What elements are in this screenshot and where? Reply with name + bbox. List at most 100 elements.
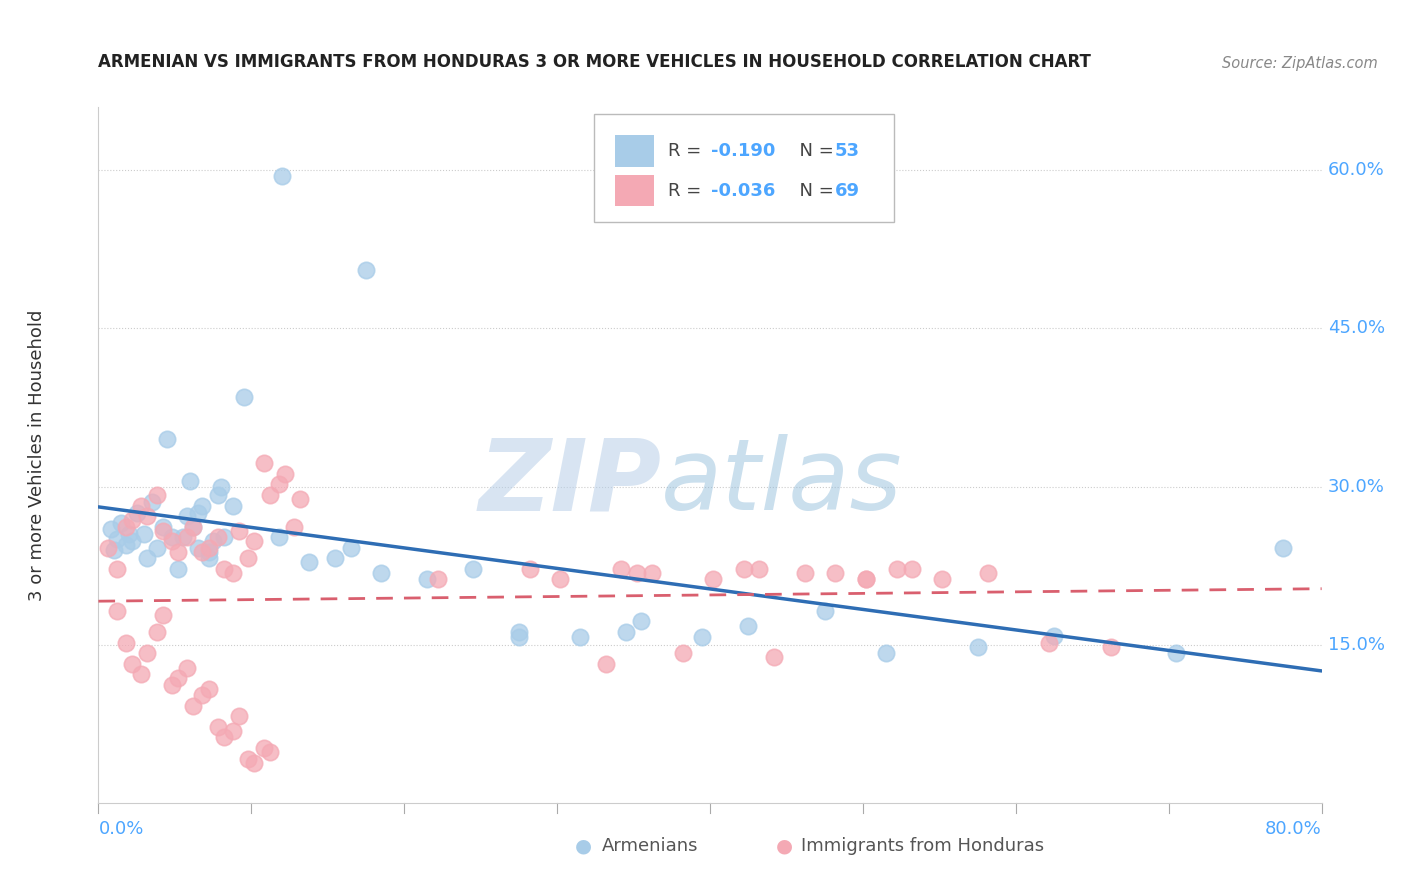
Point	[145, 541, 167, 555]
Point	[212, 731, 235, 745]
Point	[105, 562, 128, 576]
Point	[152, 519, 174, 533]
Text: -0.190: -0.190	[711, 142, 776, 160]
Point	[176, 530, 198, 544]
Point	[763, 650, 786, 665]
Point	[187, 541, 209, 555]
Point	[197, 545, 219, 559]
Text: N =: N =	[789, 142, 839, 160]
Point	[222, 499, 245, 513]
Point	[614, 625, 637, 640]
Text: Armenians: Armenians	[602, 837, 699, 855]
Point	[115, 537, 138, 551]
Text: -0.036: -0.036	[711, 182, 776, 200]
Point	[548, 572, 571, 586]
Point	[737, 618, 759, 632]
Point	[508, 625, 530, 640]
FancyBboxPatch shape	[593, 114, 893, 222]
Point	[172, 530, 194, 544]
Point	[136, 509, 159, 524]
Point	[238, 551, 260, 566]
Point	[222, 566, 245, 580]
Point	[641, 566, 664, 580]
Point	[152, 608, 174, 623]
Point	[125, 506, 148, 520]
Point	[252, 456, 274, 470]
Point	[181, 519, 204, 533]
Point	[232, 390, 254, 404]
Point	[176, 509, 198, 524]
Point	[793, 566, 815, 580]
Text: 15.0%: 15.0%	[1327, 636, 1385, 654]
Point	[100, 522, 122, 536]
Text: N =: N =	[789, 182, 839, 200]
Point	[370, 566, 392, 580]
Point	[855, 572, 877, 586]
Point	[191, 499, 214, 513]
Point	[176, 661, 198, 675]
Point	[630, 615, 652, 629]
Point	[179, 475, 201, 489]
Point	[426, 572, 449, 586]
Text: 60.0%: 60.0%	[1327, 161, 1385, 179]
Point	[1038, 635, 1060, 649]
Point	[298, 556, 321, 570]
Text: ●: ●	[776, 836, 793, 855]
Point	[105, 604, 128, 618]
Point	[274, 467, 297, 481]
Point	[875, 646, 897, 660]
Point	[97, 541, 120, 555]
Point	[115, 519, 138, 533]
Point	[228, 709, 250, 723]
Text: atlas: atlas	[661, 434, 903, 532]
Point	[416, 572, 439, 586]
Point	[181, 698, 204, 713]
Text: R =: R =	[668, 142, 707, 160]
Point	[207, 488, 229, 502]
Point	[105, 533, 128, 547]
Point	[966, 640, 988, 654]
Point	[209, 479, 232, 493]
Point	[156, 432, 179, 446]
Point	[110, 516, 132, 531]
Point	[187, 506, 209, 520]
Point	[207, 530, 229, 544]
Point	[136, 551, 159, 566]
Text: 30.0%: 30.0%	[1327, 477, 1385, 496]
Point	[977, 566, 1000, 580]
Point	[118, 527, 141, 541]
Point	[267, 477, 290, 491]
Point	[238, 751, 260, 765]
Point	[228, 524, 250, 538]
Point	[733, 562, 755, 576]
Point	[197, 541, 219, 555]
Text: Immigrants from Honduras: Immigrants from Honduras	[801, 837, 1045, 855]
Point	[121, 657, 143, 671]
Point	[626, 566, 648, 580]
Point	[212, 562, 235, 576]
Point	[702, 572, 724, 586]
Point	[136, 646, 159, 660]
Point	[290, 492, 312, 507]
Text: ZIP: ZIP	[478, 434, 661, 532]
Point	[519, 562, 541, 576]
Text: 69: 69	[835, 182, 860, 200]
Point	[243, 534, 266, 549]
Point	[152, 524, 174, 538]
Point	[167, 562, 190, 576]
Point	[259, 488, 281, 502]
Point	[692, 630, 714, 644]
Text: 3 or more Vehicles in Household: 3 or more Vehicles in Household	[28, 310, 46, 600]
Point	[197, 551, 219, 566]
Point	[461, 562, 484, 576]
Point	[202, 534, 225, 549]
Point	[191, 545, 214, 559]
Text: 80.0%: 80.0%	[1265, 821, 1322, 838]
Point	[671, 646, 693, 660]
Point	[115, 635, 138, 649]
Point	[207, 720, 229, 734]
Point	[259, 745, 281, 759]
Point	[1099, 640, 1122, 654]
Point	[141, 495, 163, 509]
Point	[167, 672, 190, 686]
